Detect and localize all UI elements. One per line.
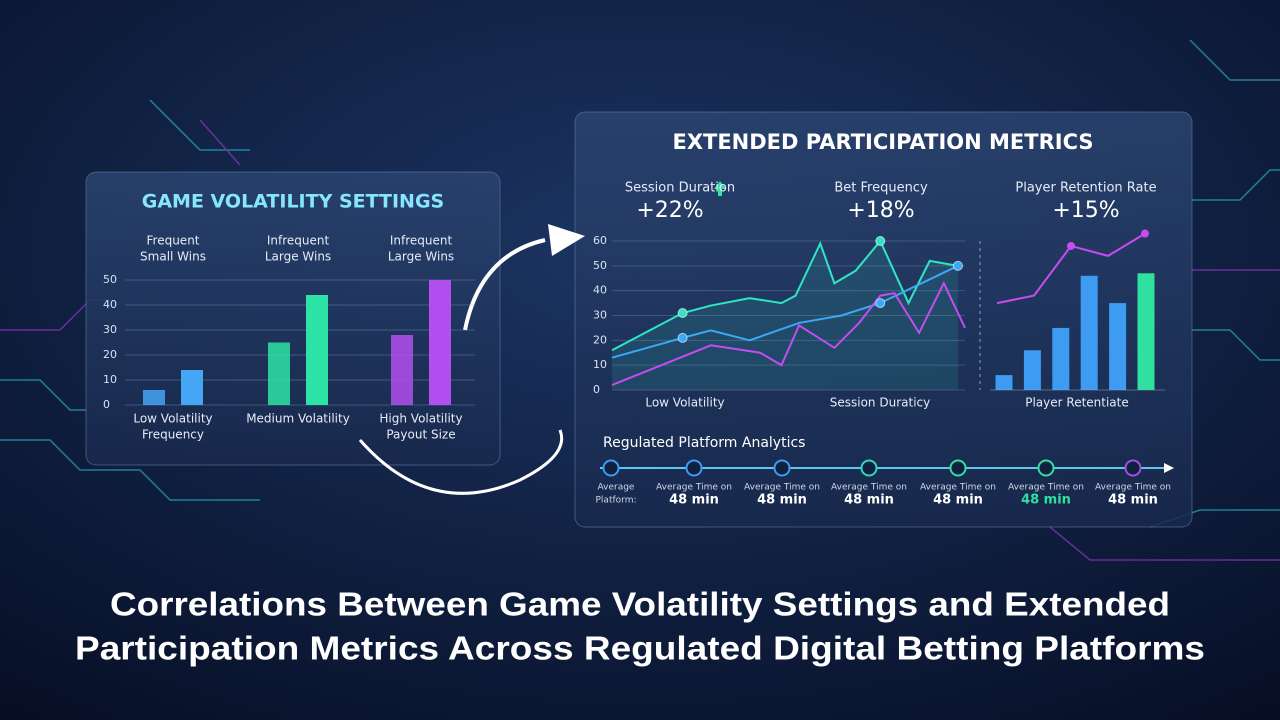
group-label: Frequent	[147, 234, 200, 248]
kpi-value: +15%	[1052, 198, 1119, 223]
bar	[306, 295, 328, 405]
x-axis-label: Low Volatility	[645, 396, 724, 410]
kpi-label: Bet Frequency	[834, 181, 928, 196]
y-tick-label: 20	[103, 348, 117, 361]
point	[875, 298, 886, 309]
bar	[1023, 350, 1041, 390]
step-label: Average	[598, 483, 635, 493]
connector-arrow-lower	[358, 429, 563, 495]
right-panel	[574, 111, 1193, 528]
point	[677, 332, 688, 343]
connector-arrow	[463, 238, 546, 331]
kpi-label: Session Duration	[625, 181, 735, 196]
area	[612, 241, 958, 390]
y-tick-label: 50	[103, 273, 117, 286]
timeline-icon	[1037, 459, 1055, 477]
y-tick-label: 0	[103, 398, 110, 411]
bar	[181, 370, 203, 405]
step-value: 48 min	[1021, 493, 1071, 508]
y-tick-label: 10	[103, 373, 117, 386]
x-tick-label: Medium Volatility	[246, 412, 350, 426]
step-label: Average Time on	[744, 483, 820, 493]
kpi-value: +22%	[636, 198, 703, 223]
y-tick-label: 20	[593, 333, 607, 346]
x-tick-label: High Volatility	[379, 412, 462, 426]
headline: Correlations Between Game Volatility Set…	[110, 586, 1170, 623]
y-tick-label: 50	[593, 259, 607, 272]
group-label: Infrequent	[267, 234, 330, 248]
timeline-icon	[949, 459, 967, 477]
timeline-icon	[860, 459, 878, 477]
bar	[391, 335, 413, 405]
panel-title: GAME VOLATILITY SETTINGS	[142, 191, 444, 213]
group-label: Small Wins	[140, 250, 206, 264]
group-label: Large Wins	[265, 250, 331, 264]
line	[611, 280, 966, 386]
x-axis-label: Session Duraticy	[830, 396, 930, 410]
arrow-head	[548, 224, 585, 256]
bar	[143, 390, 165, 405]
timeline-icon	[773, 459, 791, 477]
bar	[1080, 275, 1098, 390]
bar	[268, 342, 290, 405]
y-tick-label: 40	[593, 284, 607, 297]
step-label: Average Time on	[1008, 483, 1084, 493]
timeline-icon	[685, 459, 703, 477]
line	[611, 239, 959, 352]
y-tick-label: 30	[103, 323, 117, 336]
step-label: Average Time on	[1095, 483, 1171, 493]
timeline-icon	[602, 459, 620, 477]
step-value: 48 min	[757, 493, 807, 508]
step-label: Average Time on	[656, 483, 732, 493]
group-label: Large Wins	[388, 250, 454, 264]
timeline-title: Regulated Platform Analytics	[603, 435, 805, 451]
bar	[995, 375, 1013, 390]
group-label: Infrequent	[390, 234, 453, 248]
x-tick-label: Low Volatility	[133, 412, 212, 426]
circuit-lines	[0, 39, 1280, 561]
timeline-icon	[1124, 459, 1142, 477]
x-axis-label: Player Retentiate	[1025, 396, 1129, 410]
up-arrow-icon	[714, 181, 726, 196]
step-value: 48 min	[1108, 493, 1158, 508]
kpi-value: +18%	[847, 198, 914, 223]
point	[952, 260, 963, 271]
y-tick-label: 10	[593, 358, 607, 371]
timeline-arrow	[1164, 463, 1174, 473]
point	[875, 236, 886, 246]
step-label: Average Time on	[920, 483, 996, 493]
step-label: Average Time on	[831, 483, 907, 493]
y-tick-label: 40	[103, 298, 117, 311]
bar	[1052, 327, 1070, 390]
headline: Participation Metrics Across Regulated D…	[75, 630, 1205, 667]
bar	[1137, 273, 1155, 390]
panel-title: EXTENDED PARTICIPATION METRICS	[672, 130, 1093, 154]
y-tick-label: 60	[593, 234, 607, 247]
y-tick-label: 0	[593, 383, 600, 396]
bar	[1109, 303, 1127, 390]
y-tick-label: 30	[593, 309, 607, 322]
x-tick-label: Payout Size	[386, 428, 455, 442]
bar	[429, 280, 451, 405]
trend-dot	[1067, 241, 1075, 250]
x-tick-label: Frequency	[142, 428, 204, 442]
step-value: 48 min	[933, 493, 983, 508]
kpi-label: Player Retention Rate	[1015, 181, 1156, 196]
step-value: 48 min	[669, 493, 719, 508]
trend-dot	[1141, 229, 1149, 238]
step-label: Platform:	[596, 496, 637, 506]
point	[677, 308, 688, 319]
step-value: 48 min	[844, 493, 894, 508]
